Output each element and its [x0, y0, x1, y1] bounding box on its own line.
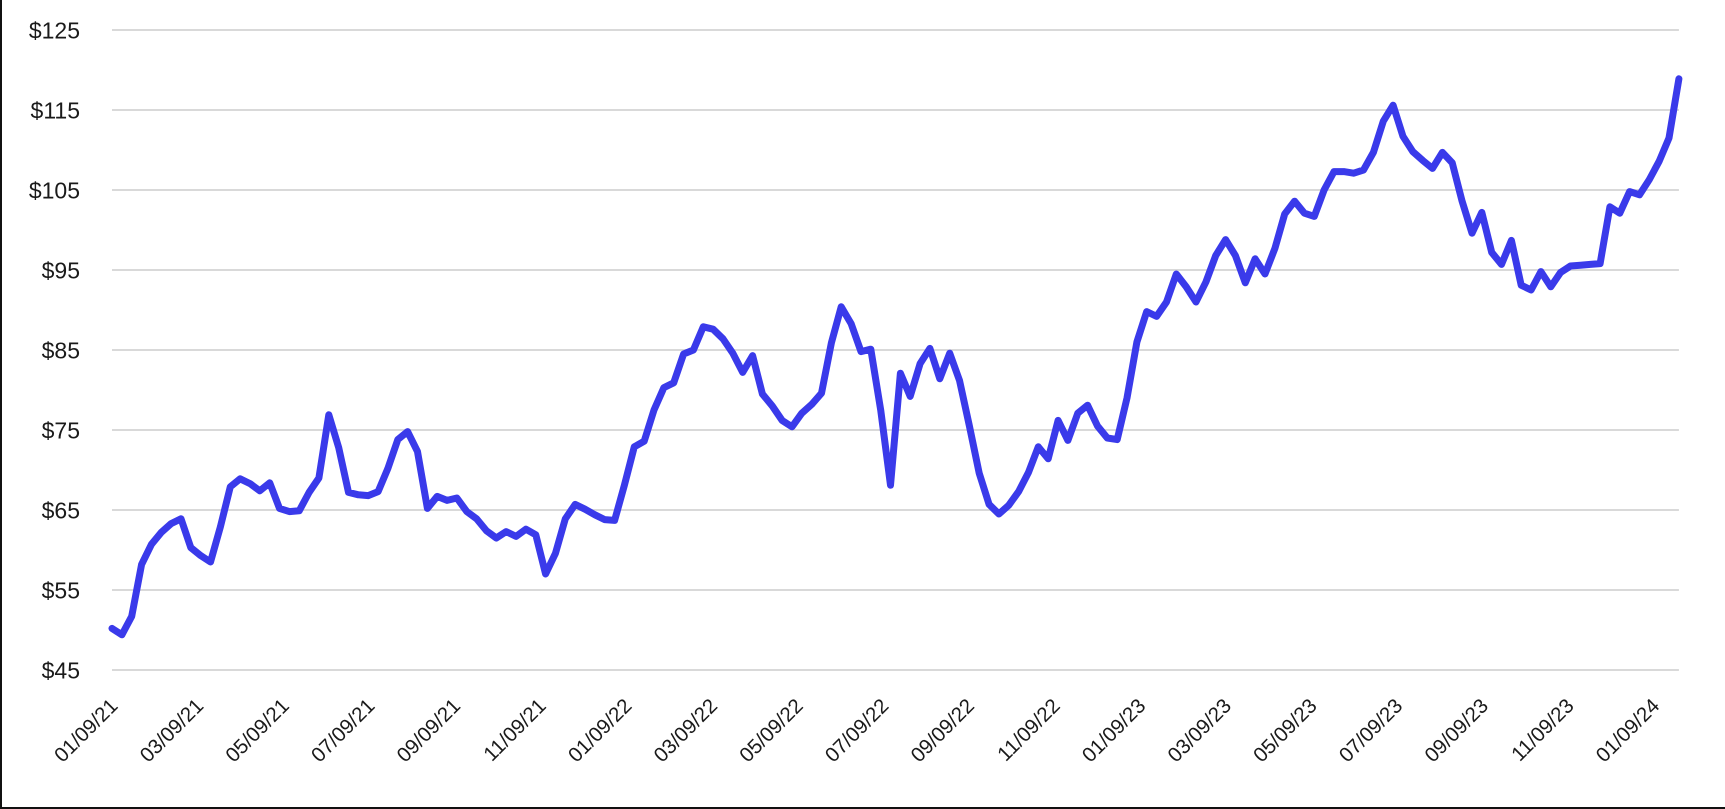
y-tick-label: $125 [29, 17, 80, 43]
y-tick-label: $105 [29, 177, 80, 203]
y-tick-label: $85 [42, 337, 80, 363]
y-tick-label: $45 [42, 657, 80, 683]
y-tick-label: $75 [42, 417, 80, 443]
y-tick-label: $115 [31, 97, 80, 123]
price-line [108, 75, 1683, 639]
y-tick-label: $65 [42, 497, 80, 523]
y-tick-label: $55 [42, 577, 80, 603]
y-tick-label: $95 [42, 257, 80, 283]
